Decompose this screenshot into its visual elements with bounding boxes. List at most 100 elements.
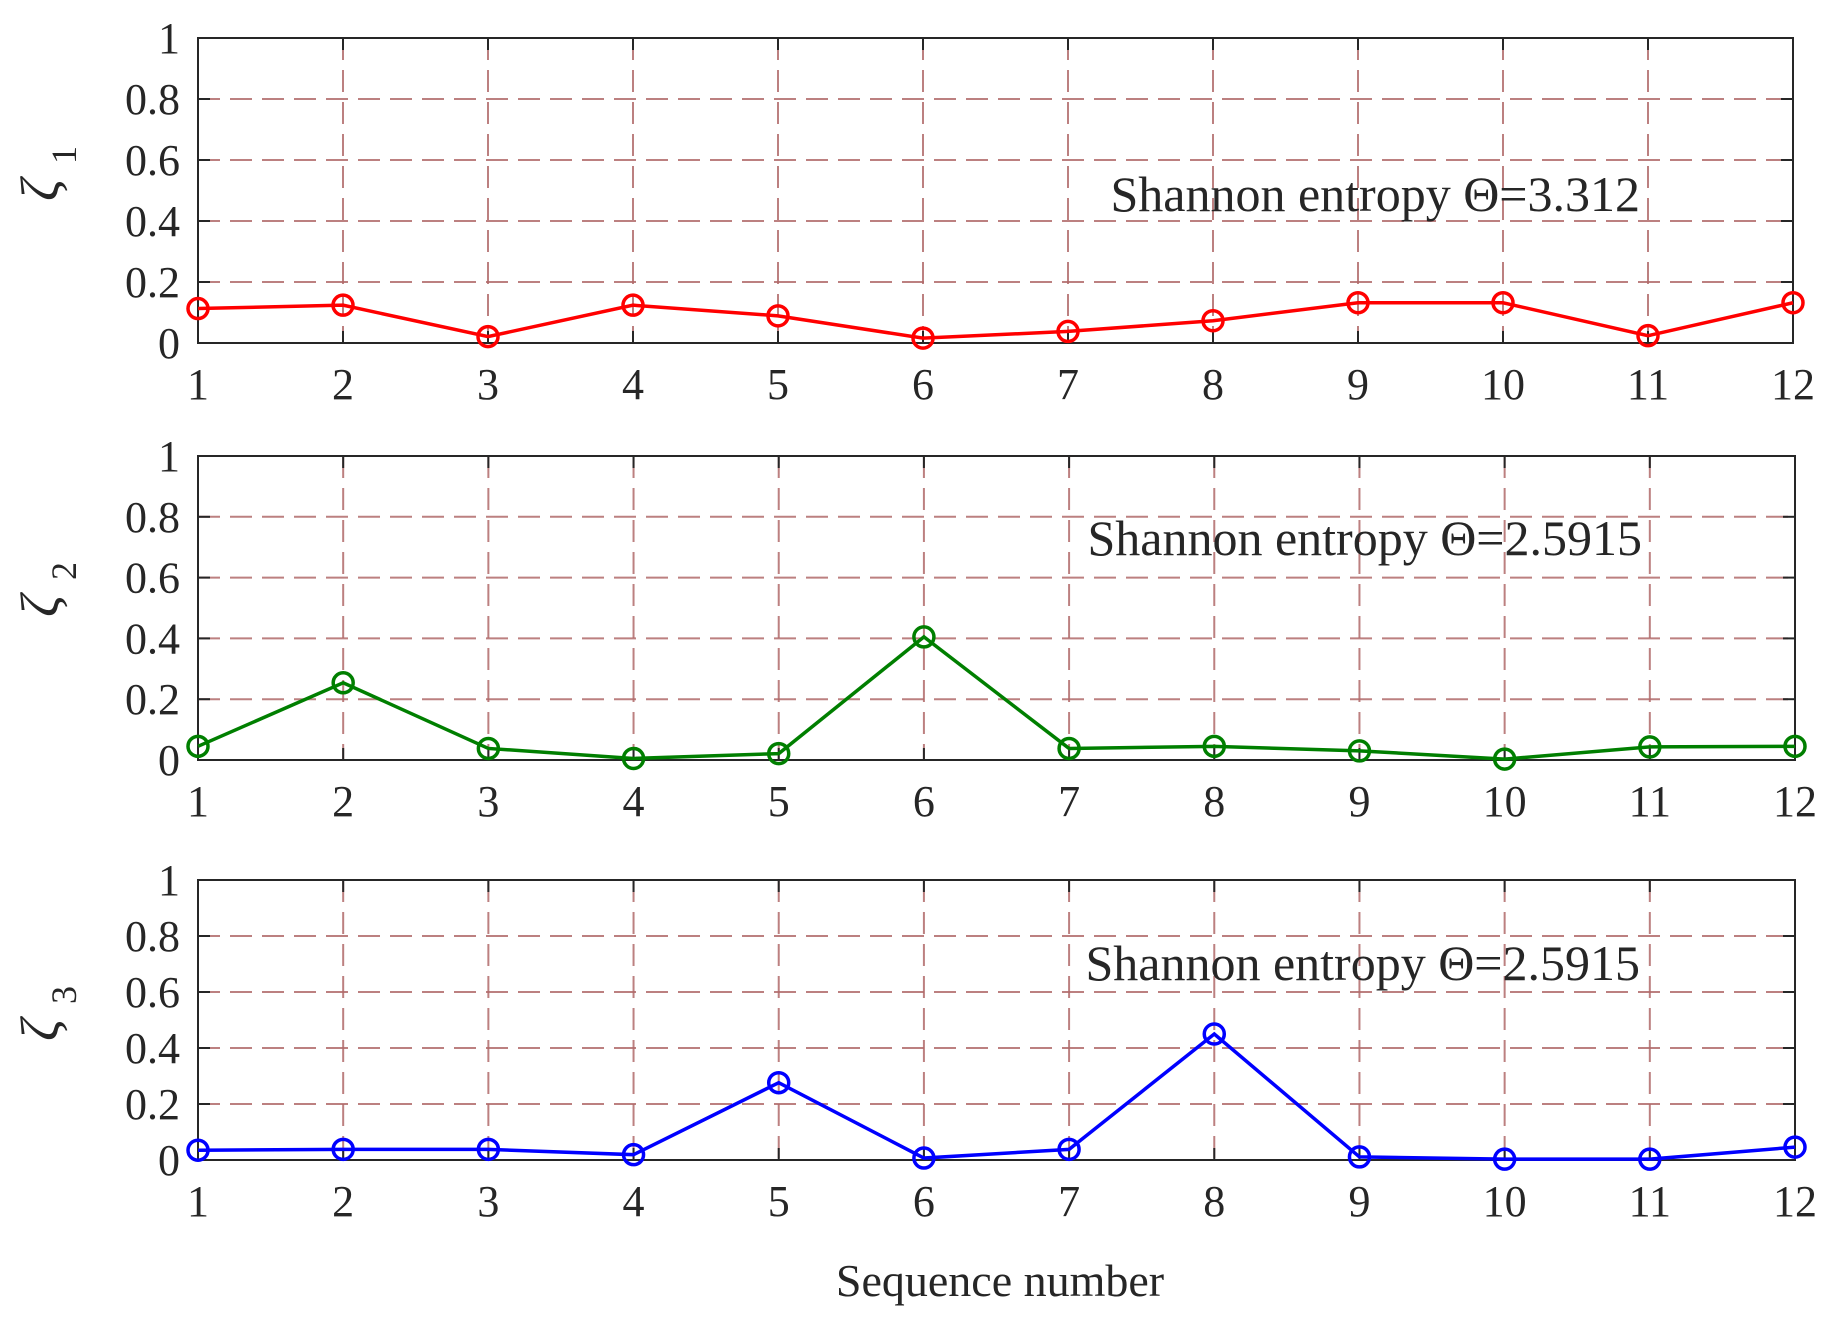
- y-tick-label: 0.4: [125, 197, 180, 246]
- axes-box: [197, 879, 1796, 1161]
- series-line: [197, 300, 1794, 340]
- data-point: [1491, 290, 1515, 315]
- y-tick-label: 0: [158, 319, 180, 368]
- data-point: [766, 1070, 791, 1095]
- subplot-2: Shannon entropy Θ=2.5915 ζ 2 1 2 3 4 5 6 7 8 9 10…: [10, 432, 1817, 826]
- x-tick-label: 4: [623, 777, 645, 826]
- data-point: [766, 741, 791, 766]
- plot-area-1: [186, 37, 1805, 350]
- y-axis-label-subscript-2: 2: [44, 562, 84, 580]
- x-tick-label: 9: [1348, 1177, 1370, 1226]
- data-point: [1781, 290, 1805, 315]
- x-tick-label: 5: [767, 360, 789, 409]
- plot-area-3: [186, 879, 1807, 1171]
- data-point: [1202, 1022, 1227, 1046]
- data-point: [1492, 1147, 1517, 1171]
- data-point: [766, 304, 790, 328]
- data-point: [1347, 739, 1372, 763]
- series-line: [197, 634, 1796, 761]
- y-tick-label: 0.8: [125, 75, 180, 124]
- x-tick-label: 8: [1202, 360, 1224, 409]
- x-tick-label: 11: [1629, 777, 1671, 826]
- data-point: [331, 293, 355, 317]
- annotation-1: Shannon entropy Θ=3.312: [1110, 166, 1640, 222]
- data-point: [331, 671, 355, 695]
- y-axis-label-2: ζ: [10, 592, 70, 617]
- data-point: [186, 734, 210, 759]
- series-line: [197, 1031, 1796, 1161]
- x-tick-label: 1: [187, 360, 209, 409]
- plot-background: [198, 38, 1793, 343]
- y-tick-label: 1: [158, 856, 180, 905]
- x-tick-label: 3: [477, 360, 499, 409]
- x-tick-label: 2: [332, 777, 354, 826]
- x-tick-label: 11: [1629, 1177, 1671, 1226]
- x-tick-label: 6: [913, 1177, 935, 1226]
- data-point: [912, 625, 936, 649]
- x-tick-label: 1: [187, 1177, 209, 1226]
- data-point: [621, 746, 646, 771]
- data-point: [331, 1137, 355, 1162]
- data-point: [1638, 1147, 1662, 1171]
- x-tick-label: 6: [912, 360, 934, 409]
- y-tick-label: 1: [158, 432, 180, 481]
- data-point: [1057, 1137, 1081, 1162]
- x-tick-label: 4: [622, 360, 644, 409]
- x-tick-label: 3: [477, 1177, 499, 1226]
- x-tick-label: 6: [913, 777, 935, 826]
- data-point: [186, 1138, 210, 1162]
- data-point: [1492, 747, 1517, 771]
- data-point: [186, 296, 210, 321]
- data-point: [621, 293, 645, 317]
- plot-background: [198, 880, 1795, 1160]
- x-tick-label: 11: [1627, 360, 1669, 409]
- x-tick-label: 7: [1058, 777, 1080, 826]
- y-tick-label: 0.6: [125, 554, 180, 603]
- y-tick-label: 0.4: [125, 1024, 180, 1073]
- y-tick-label: 0.6: [125, 968, 180, 1017]
- data-point: [621, 1142, 646, 1167]
- annotation-3: Shannon entropy Θ=2.5915: [1085, 935, 1640, 991]
- data-point: [1202, 734, 1227, 759]
- data-point: [476, 324, 500, 349]
- y-axis-label-1: ζ: [10, 176, 70, 201]
- data-point: [1636, 323, 1660, 348]
- x-tick-label: 2: [332, 360, 354, 409]
- x-tick-label: 5: [768, 777, 790, 826]
- x-tick-label: 10: [1483, 777, 1527, 826]
- data-point: [1056, 319, 1080, 344]
- y-axis-label-subscript-3: 3: [44, 986, 84, 1004]
- x-tick-label: 3: [477, 777, 499, 826]
- x-tick-label: 12: [1773, 777, 1817, 826]
- y-tick-label: 0.2: [125, 258, 180, 307]
- data-point: [1201, 308, 1225, 333]
- data-point: [911, 326, 935, 350]
- x-tick-label: 9: [1347, 360, 1369, 409]
- x-tick-label: 7: [1057, 360, 1079, 409]
- x-tick-label: 12: [1773, 1177, 1817, 1226]
- x-tick-label: 8: [1203, 777, 1225, 826]
- data-point: [912, 1146, 936, 1170]
- data-point: [1347, 1145, 1372, 1169]
- data-point: [1783, 734, 1807, 759]
- subplot-3: Shannon entropy Θ=2.5915 ζ 3 Sequence nu…: [10, 856, 1817, 1306]
- y-tick-label: 0.4: [125, 614, 180, 663]
- y-axis-label-3: ζ: [10, 1016, 70, 1041]
- plot-area-2: [186, 455, 1807, 771]
- x-tick-label: 7: [1058, 1177, 1080, 1226]
- data-point: [476, 1137, 501, 1162]
- data-point: [476, 736, 501, 761]
- x-tick-label: 2: [332, 1177, 354, 1226]
- x-tick-label: 4: [623, 1177, 645, 1226]
- x-tick-label: 10: [1483, 1177, 1527, 1226]
- subplot-1: Shannon entropy Θ=3.312 ζ 1 1 2 3 4 5 6 7 8 9 10 1…: [10, 14, 1815, 409]
- x-tick-label: 9: [1348, 777, 1370, 826]
- annotation-2: Shannon entropy Θ=2.5915: [1087, 510, 1642, 566]
- x-tick-label: 5: [768, 1177, 790, 1226]
- axes-box: [197, 455, 1796, 761]
- y-tick-label: 0.8: [125, 493, 180, 542]
- axes-box: [197, 37, 1794, 344]
- x-axis-label: Sequence number: [836, 1255, 1164, 1306]
- data-point: [1638, 735, 1662, 759]
